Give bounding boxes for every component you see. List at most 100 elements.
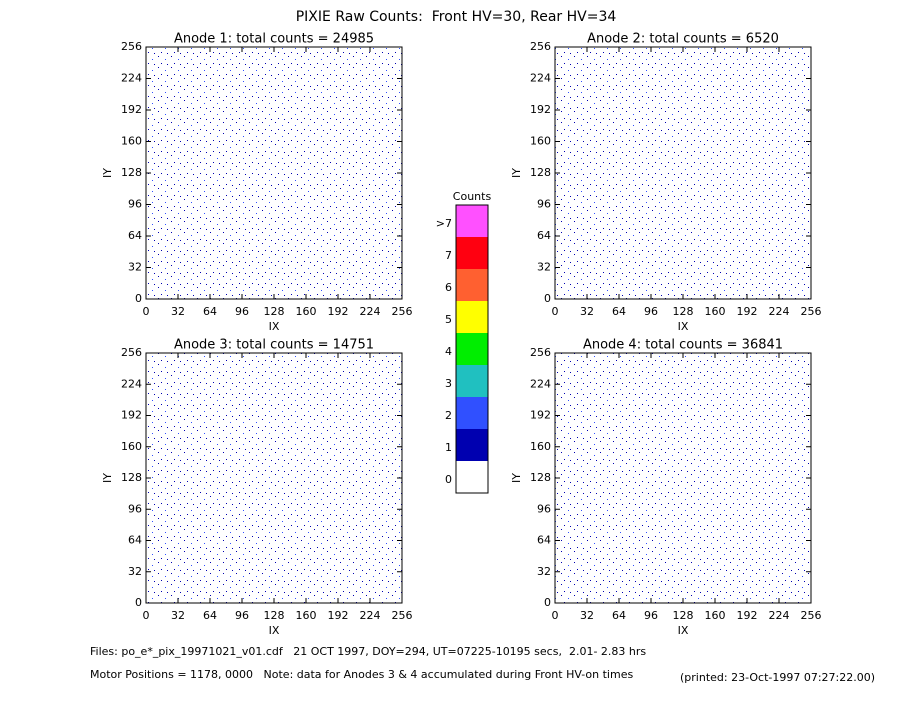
x-tick-label: 64	[612, 609, 626, 622]
plot-area	[145, 352, 403, 604]
colorbar-label: 3	[445, 377, 452, 390]
y-tick-label: 256	[530, 40, 551, 53]
x-tick-label: 96	[644, 305, 658, 318]
y-tick-label: 256	[121, 40, 142, 53]
colorbar-label: 5	[445, 313, 452, 326]
y-tick-label: 0	[135, 596, 142, 609]
x-tick-label: 224	[360, 305, 381, 318]
y-axis-label: IY	[510, 473, 523, 483]
y-tick-label: 64	[128, 534, 142, 547]
y-tick-label: 160	[530, 135, 551, 148]
colorbar-label: 6	[445, 281, 452, 294]
plot-area	[145, 46, 403, 300]
colorbar-label: >7	[436, 217, 452, 230]
y-tick-label: 256	[121, 346, 142, 359]
colorbar-segment	[456, 301, 488, 333]
y-tick-label: 192	[530, 103, 551, 116]
x-tick-label: 256	[801, 305, 822, 318]
y-tick-label: 128	[121, 166, 142, 179]
x-tick-label: 0	[552, 305, 559, 318]
x-tick-label: 192	[328, 609, 349, 622]
y-tick-label: 192	[121, 103, 142, 116]
x-tick-label: 64	[203, 305, 217, 318]
y-tick-label: 0	[544, 596, 551, 609]
x-axis-label: IX	[678, 320, 689, 333]
x-tick-label: 160	[705, 609, 726, 622]
x-tick-label: 96	[644, 609, 658, 622]
x-tick-label: 192	[737, 305, 758, 318]
x-axis-label: IX	[269, 320, 280, 333]
y-tick-label: 224	[530, 72, 551, 85]
x-tick-label: 96	[235, 609, 249, 622]
y-tick-label: 224	[121, 377, 142, 390]
y-tick-label: 128	[530, 471, 551, 484]
x-tick-label: 128	[264, 305, 285, 318]
x-tick-label: 192	[328, 305, 349, 318]
x-tick-label: 224	[769, 609, 790, 622]
y-tick-label: 128	[530, 166, 551, 179]
x-tick-label: 192	[737, 609, 758, 622]
x-tick-label: 32	[171, 305, 185, 318]
colorbar-label: 1	[445, 441, 452, 454]
x-tick-label: 224	[769, 305, 790, 318]
x-tick-label: 256	[392, 305, 413, 318]
x-tick-label: 160	[705, 305, 726, 318]
colorbar-label: 2	[445, 409, 452, 422]
colorbar-segment	[456, 461, 488, 493]
y-tick-label: 192	[530, 409, 551, 422]
y-tick-label: 32	[128, 261, 142, 274]
x-tick-label: 224	[360, 609, 381, 622]
colorbar-segment	[456, 237, 488, 269]
colorbar-segment	[456, 365, 488, 397]
colorbar-segment	[456, 269, 488, 301]
footer-files: Files: po_e*_pix_19971021_v01.cdf 21 OCT…	[90, 645, 646, 658]
x-tick-label: 0	[143, 609, 150, 622]
y-tick-label: 0	[135, 292, 142, 305]
x-tick-label: 128	[673, 305, 694, 318]
y-tick-label: 64	[537, 534, 551, 547]
y-tick-label: 0	[544, 292, 551, 305]
x-tick-label: 32	[580, 609, 594, 622]
x-axis-label: IX	[678, 624, 689, 637]
colorbar-label: 0	[445, 473, 452, 486]
y-tick-label: 96	[537, 502, 551, 515]
colorbar-frame	[455, 204, 489, 494]
colorbar-label: 4	[445, 345, 452, 358]
x-tick-label: 96	[235, 305, 249, 318]
y-tick-label: 128	[121, 471, 142, 484]
y-tick-label: 32	[537, 261, 551, 274]
panel-title: Anode 1: total counts = 24985	[174, 32, 374, 47]
colorbar-label: 7	[445, 249, 452, 262]
x-axis-label: IX	[269, 624, 280, 637]
y-tick-label: 224	[530, 377, 551, 390]
x-tick-label: 64	[203, 609, 217, 622]
x-tick-label: 128	[673, 609, 694, 622]
colorbar-segment	[456, 397, 488, 429]
figure-title: PIXIE Raw Counts: Front HV=30, Rear HV=3…	[296, 9, 617, 25]
y-tick-label: 256	[530, 346, 551, 359]
y-tick-label: 224	[121, 72, 142, 85]
y-axis-label: IY	[101, 168, 114, 178]
y-tick-label: 64	[128, 229, 142, 242]
footer-motor: Motor Positions = 1178, 0000 Note: data …	[90, 668, 633, 681]
colorbar-segment	[456, 333, 488, 365]
footer-printed: (printed: 23-Oct-1997 07:27:22.00)	[680, 671, 875, 684]
x-tick-label: 0	[143, 305, 150, 318]
x-tick-label: 256	[801, 609, 822, 622]
y-tick-label: 32	[537, 565, 551, 578]
y-axis-label: IY	[510, 168, 523, 178]
colorbar-title: Counts	[453, 190, 492, 203]
x-tick-label: 0	[552, 609, 559, 622]
x-tick-label: 32	[580, 305, 594, 318]
plot-area	[554, 46, 812, 300]
x-tick-label: 160	[296, 305, 317, 318]
x-tick-label: 32	[171, 609, 185, 622]
panel-title: Anode 4: total counts = 36841	[583, 338, 783, 353]
y-tick-label: 96	[537, 198, 551, 211]
y-tick-label: 160	[530, 440, 551, 453]
panel-title: Anode 2: total counts = 6520	[587, 32, 779, 47]
plot-area	[554, 352, 812, 604]
panel-title: Anode 3: total counts = 14751	[174, 338, 374, 353]
y-axis-label: IY	[101, 473, 114, 483]
